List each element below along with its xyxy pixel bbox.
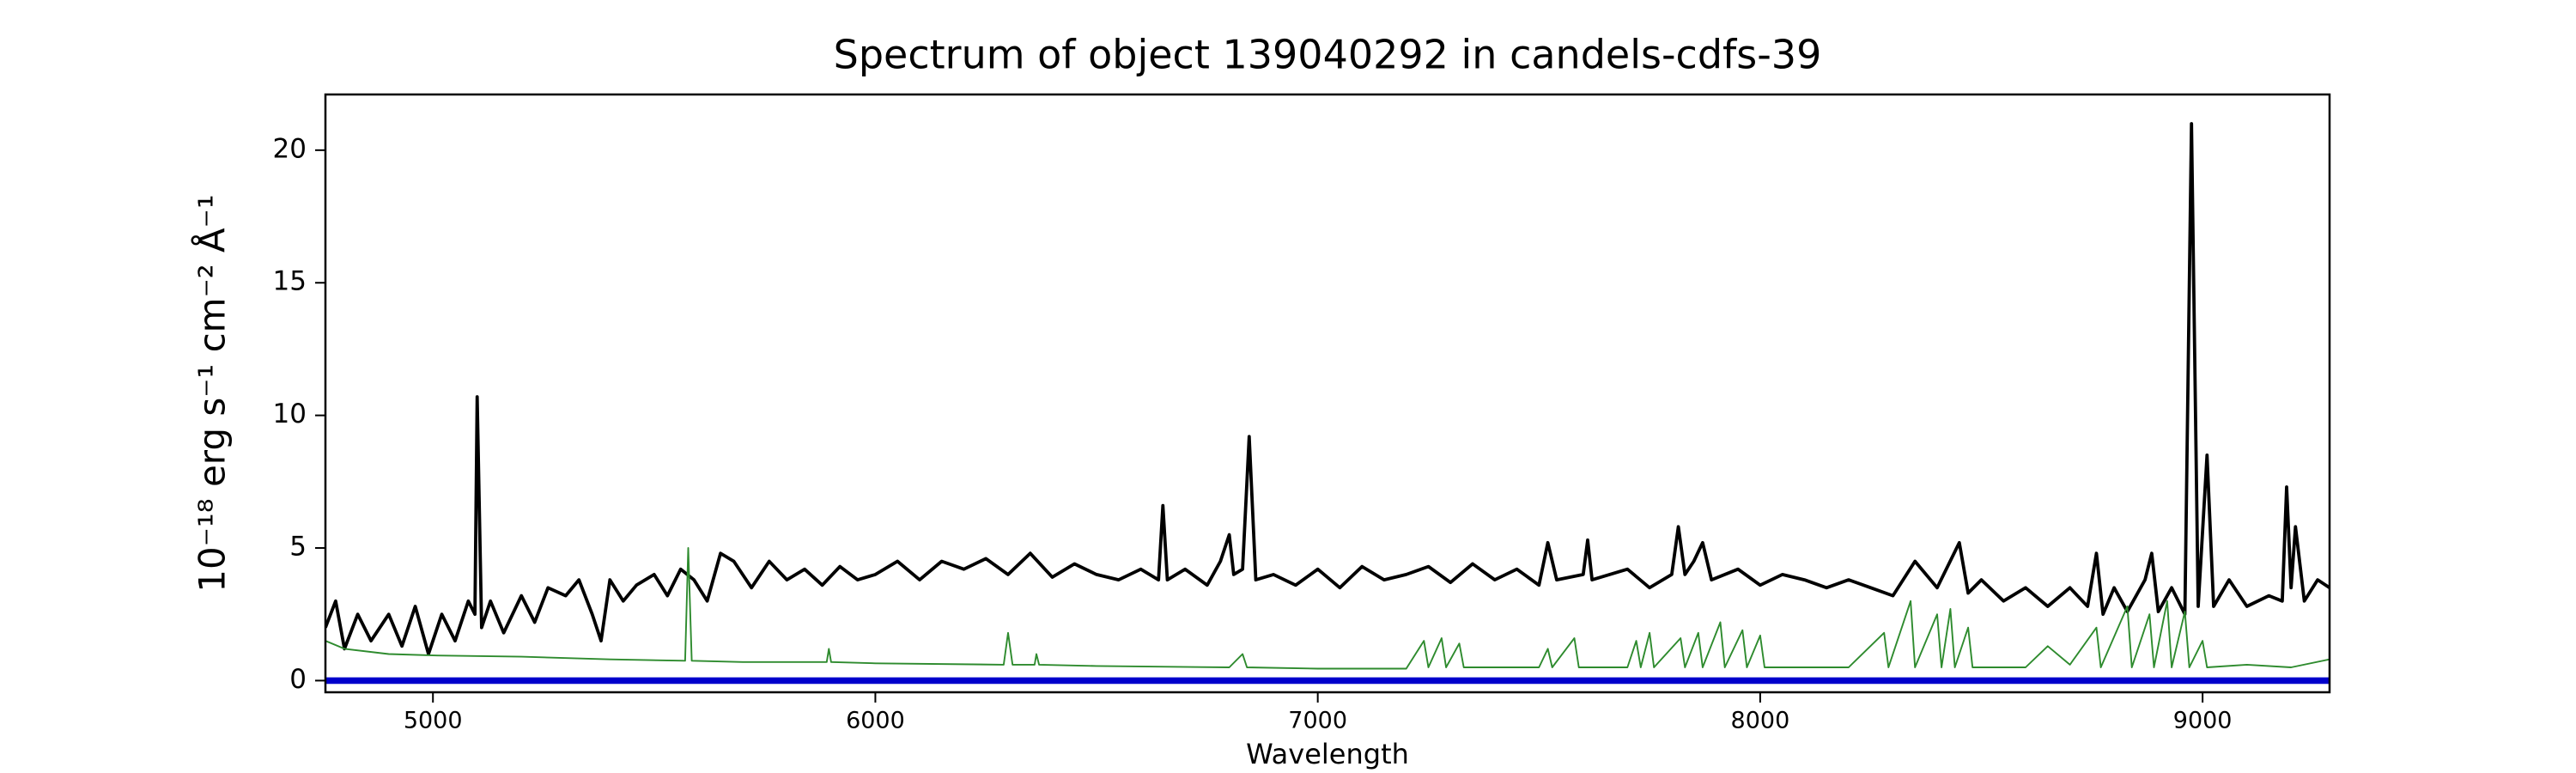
spectrum-line [325, 122, 2330, 656]
y-tick-label: 20 [273, 133, 307, 164]
x-tick-label: 6000 [846, 708, 905, 734]
x-tick-label: 7000 [1288, 708, 1347, 734]
y-tick-label: 0 [289, 664, 307, 695]
chart-title: Spectrum of object 139040292 in candels-… [834, 32, 1822, 78]
x-axis-label: Wavelength [1246, 738, 1409, 770]
x-tick-label: 8000 [1731, 708, 1790, 734]
y-tick-label: 5 [289, 532, 307, 563]
y-tick-label: 10 [273, 399, 307, 429]
spectrum-line [325, 547, 2330, 670]
y-axis-label: 10⁻¹⁸ erg s⁻¹ cm⁻² Å⁻¹ [191, 194, 234, 592]
y-tick-label: 15 [273, 266, 307, 297]
x-tick-label: 9000 [2173, 708, 2233, 734]
x-tick-label: 5000 [404, 708, 463, 734]
plot-frame [324, 93, 2331, 694]
